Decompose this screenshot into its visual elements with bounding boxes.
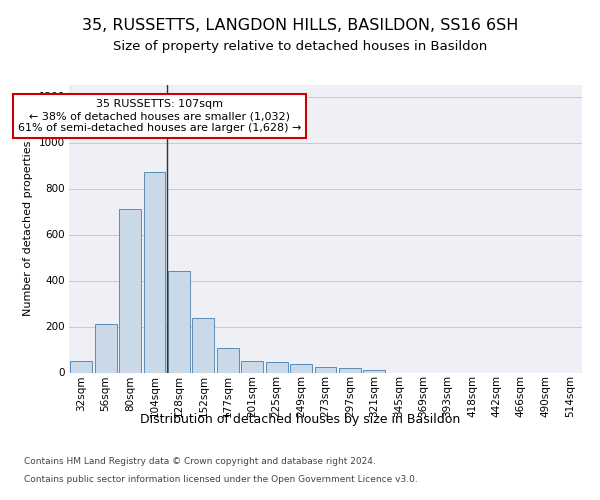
Bar: [168, 272, 190, 372]
Text: Contains public sector information licensed under the Open Government Licence v3: Contains public sector information licen…: [24, 475, 418, 484]
Bar: [290, 364, 312, 372]
Bar: [217, 348, 239, 372]
Y-axis label: Number of detached properties: Number of detached properties: [23, 141, 33, 316]
Bar: [193, 318, 214, 372]
Text: Distribution of detached houses by size in Basildon: Distribution of detached houses by size …: [140, 412, 460, 426]
Bar: [119, 209, 141, 372]
Bar: [95, 324, 116, 372]
Text: Size of property relative to detached houses in Basildon: Size of property relative to detached ho…: [113, 40, 487, 53]
Text: 35 RUSSETTS: 107sqm
← 38% of detached houses are smaller (1,032)
61% of semi-det: 35 RUSSETTS: 107sqm ← 38% of detached ho…: [17, 100, 301, 132]
Bar: [70, 361, 92, 372]
Bar: [364, 370, 385, 372]
Bar: [266, 362, 287, 372]
Bar: [339, 368, 361, 372]
Bar: [143, 172, 166, 372]
Text: Contains HM Land Registry data © Crown copyright and database right 2024.: Contains HM Land Registry data © Crown c…: [24, 458, 376, 466]
Bar: [241, 361, 263, 372]
Text: 35, RUSSETTS, LANGDON HILLS, BASILDON, SS16 6SH: 35, RUSSETTS, LANGDON HILLS, BASILDON, S…: [82, 18, 518, 32]
Bar: [314, 367, 337, 372]
